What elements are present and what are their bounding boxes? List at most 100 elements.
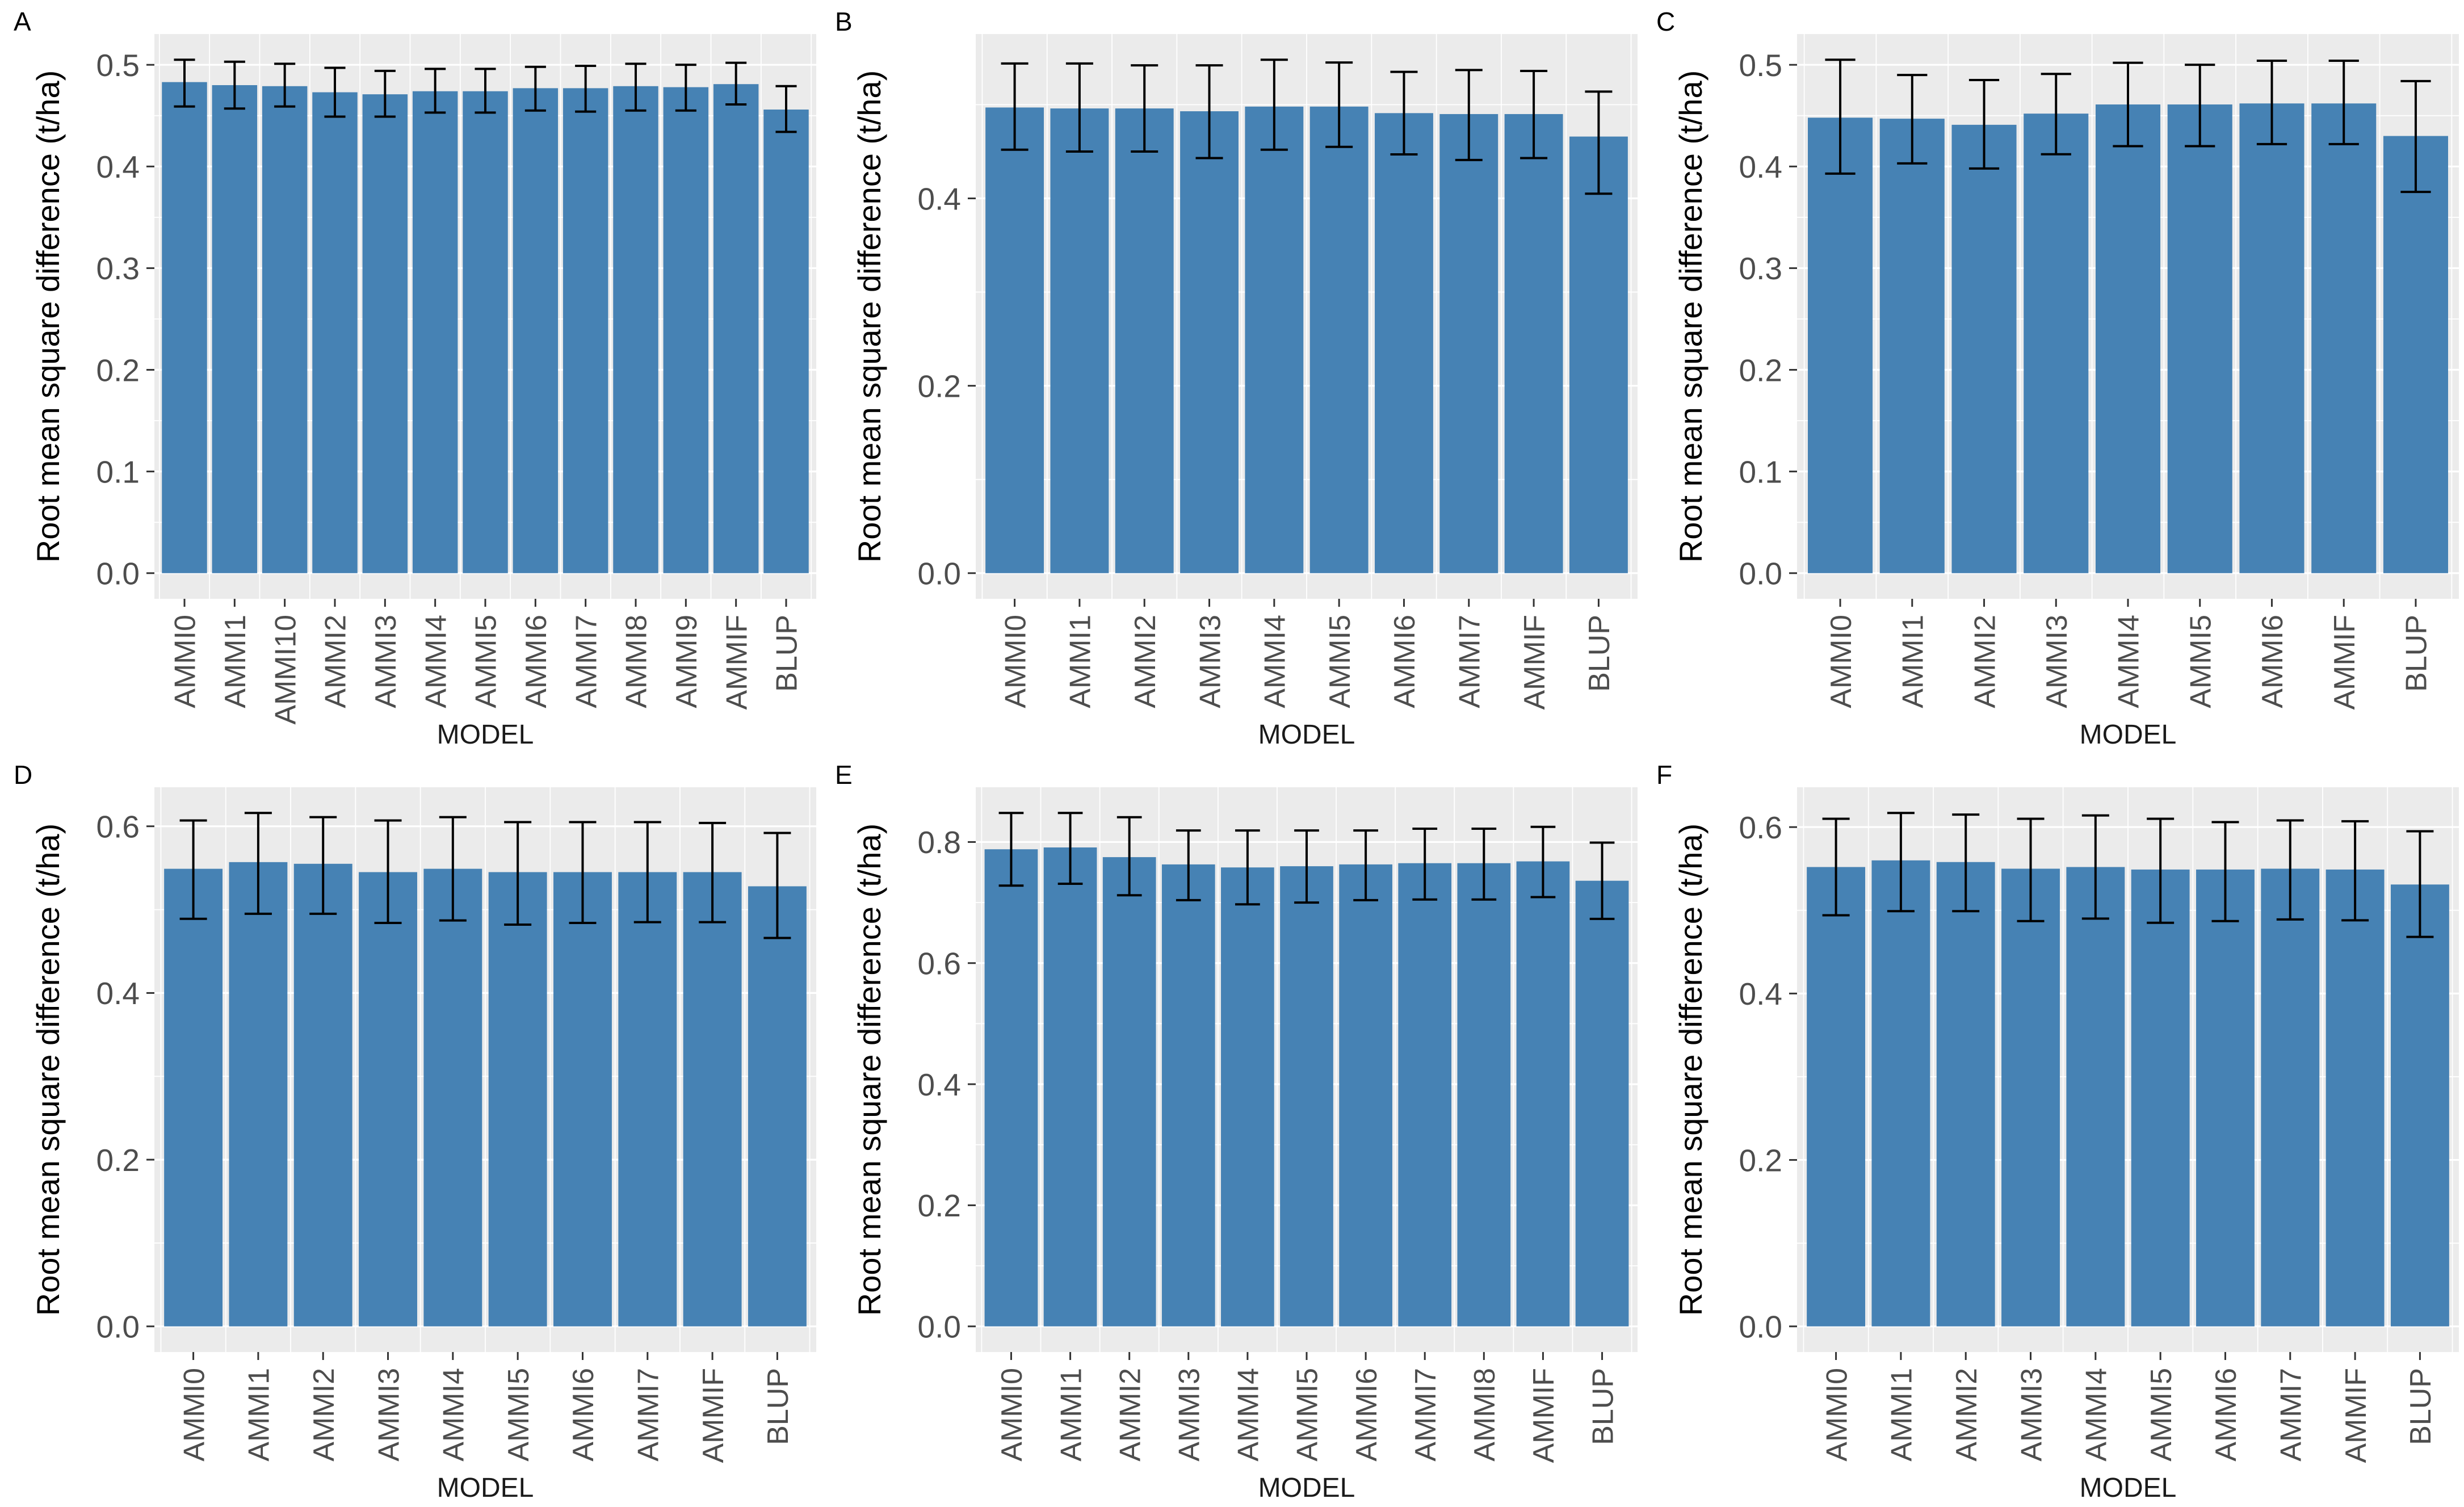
x-tick-label: AMMI6 (2256, 615, 2289, 708)
x-tick-label: BLUP (762, 1368, 795, 1445)
bar-AMMIF (2311, 103, 2377, 573)
bar-AMMI3 (359, 872, 417, 1327)
panel-d: D 0.0 0.2 0.4 0.6 AMMI0 AMMI1 AMMI2 AMMI3 AMMI4 AM… (0, 753, 821, 1506)
y-tick-label: 0.2 (96, 1143, 140, 1178)
y-tick-label: 0.2 (1739, 1143, 1782, 1178)
x-tick-label: AMMI5 (2184, 615, 2217, 708)
bar-AMMI3 (362, 94, 408, 573)
x-tick-label: AMMI0 (1820, 1368, 1853, 1462)
bar-BLUP (1569, 136, 1628, 573)
y-tick-label: 0.6 (918, 946, 961, 981)
y-axis-title: Root mean square difference (t/ha) (30, 824, 66, 1316)
bar-AMMI5 (2131, 869, 2190, 1327)
x-tick-label: AMMI9 (670, 615, 703, 708)
bar-AMMI6 (2239, 103, 2305, 573)
x-tick-label: AMMI6 (1388, 615, 1421, 708)
x-tick-label: AMMI2 (1968, 615, 2001, 708)
x-tick-label: AMMI5 (1291, 1368, 1324, 1462)
bar-AMMI0 (984, 849, 1038, 1327)
y-tick-label: 0.2 (918, 368, 961, 404)
bar-AMMI8 (613, 86, 658, 573)
x-axis-title: MODEL (1258, 1473, 1355, 1503)
x-tick-label: BLUP (1583, 615, 1616, 692)
y-tick-label: 0.5 (1739, 48, 1782, 83)
bar-AMMI2 (312, 92, 358, 573)
x-tick-label: AMMI8 (620, 615, 653, 708)
x-tick-label: AMMI2 (320, 615, 352, 708)
x-tick-label: AMMI7 (632, 1368, 665, 1462)
x-tick-label: AMMI7 (2275, 1368, 2308, 1462)
x-tick-label: BLUP (771, 615, 804, 692)
x-axis-title: MODEL (2080, 1473, 2177, 1503)
bar-AMMI3 (2001, 868, 2060, 1327)
panel-c: C 0.0 0.1 0.2 0.3 0.4 0.5 AMMI0 AMMI1 AMMI2 AMMI3 A… (1643, 0, 2464, 753)
bar-AMMI5 (1309, 106, 1369, 573)
bar-AMMI4 (2095, 104, 2161, 573)
x-tick-label: AMMI5 (2145, 1368, 2178, 1462)
panel-letter: F (1656, 760, 1672, 790)
bar-AMMIF (713, 84, 759, 573)
x-tick-label: AMMI4 (419, 615, 452, 708)
x-tick-label: AMMIF (2328, 615, 2361, 710)
y-tick-label: 0.0 (96, 556, 140, 591)
bar-AMMI7 (563, 88, 608, 573)
y-tick-label: 0.5 (96, 48, 140, 83)
x-tick-label: AMMI3 (2041, 615, 2073, 708)
panel-e: E 0.0 0.2 0.4 0.6 0.8 AMMI0 AMMI1 AMMI2 AMMI3 AMMI… (821, 753, 1643, 1506)
y-tick-label: 0.3 (96, 251, 140, 286)
y-tick-label: 0.1 (96, 454, 140, 489)
x-tick-label: AMMI1 (1897, 615, 1930, 708)
y-tick-label: 0.4 (96, 149, 140, 184)
y-axis-title: Root mean square difference (t/ha) (1673, 824, 1709, 1316)
bar-AMMI7 (2261, 868, 2320, 1327)
bar-AMMI5 (1280, 866, 1333, 1327)
x-tick-label: AMMI2 (1950, 1368, 1983, 1462)
bar-AMMIF (1504, 114, 1563, 573)
y-tick-label: 0.0 (918, 1309, 961, 1345)
bar-AMMIF (1516, 861, 1570, 1327)
bar-BLUP (1575, 880, 1629, 1327)
x-tick-label: AMMI2 (1129, 615, 1162, 708)
bar-AMMI1 (229, 862, 288, 1327)
x-tick-label: AMMI0 (1825, 615, 1858, 708)
panel-f: F 0.0 0.2 0.4 0.6 AMMI0 AMMI1 AMMI2 AMMI3 AMMI4 AM… (1643, 753, 2464, 1506)
x-tick-label: AMMIF (720, 615, 753, 710)
y-tick-label: 0.8 (918, 825, 961, 860)
y-tick-label: 0.4 (96, 976, 140, 1011)
x-tick-label: AMMI7 (1454, 615, 1487, 708)
y-tick-label: 0.2 (1739, 352, 1782, 388)
panel-letter: B (835, 7, 853, 36)
x-axis-title: MODEL (437, 720, 534, 750)
bar-AMMI5 (488, 872, 547, 1327)
bar-AMMI8 (1457, 863, 1511, 1327)
x-tick-label: AMMI3 (1194, 615, 1227, 708)
x-tick-label: AMMI5 (502, 1368, 535, 1462)
bar-AMMI3 (1161, 864, 1215, 1327)
y-axis-title: Root mean square difference (t/ha) (851, 70, 887, 562)
x-tick-label: AMMI4 (1259, 615, 1292, 708)
x-tick-label: AMMI6 (520, 615, 553, 708)
panel-d-chart: D 0.0 0.2 0.4 0.6 AMMI0 AMMI1 AMMI2 AMMI3 AMMI4 AM… (14, 760, 816, 1503)
y-tick-label: 0.1 (1739, 454, 1782, 489)
x-tick-label: BLUP (1586, 1368, 1619, 1445)
x-tick-label: BLUP (2400, 615, 2433, 692)
panel-letter: C (1656, 7, 1675, 36)
x-tick-label: AMMI0 (178, 1368, 211, 1462)
bar-AMMI1 (1050, 108, 1109, 573)
bar-AMMI4 (412, 91, 458, 573)
panel-b-chart: B 0.0 0.2 0.4 AMMI0 AMMI1 AMMI2 AMMI3 AMMI4 AMMI5… (835, 7, 1638, 750)
x-tick-label: AMMI4 (438, 1368, 471, 1462)
x-tick-label: AMMI4 (2080, 1368, 2113, 1462)
panel-letter: E (835, 760, 853, 790)
y-tick-label: 0.4 (918, 181, 961, 216)
bar-AMMI4 (2066, 867, 2125, 1327)
x-tick-label: AMMI1 (243, 1368, 276, 1462)
x-tick-label: AMMI0 (999, 615, 1032, 708)
bar-AMMI4 (423, 868, 482, 1327)
x-tick-label: AMMIF (697, 1368, 730, 1463)
y-tick-label: 0.4 (918, 1067, 961, 1102)
x-tick-label: AMMI6 (1350, 1368, 1383, 1462)
x-tick-label: BLUP (2404, 1368, 2437, 1445)
bar-AMMI0 (1808, 117, 1873, 573)
